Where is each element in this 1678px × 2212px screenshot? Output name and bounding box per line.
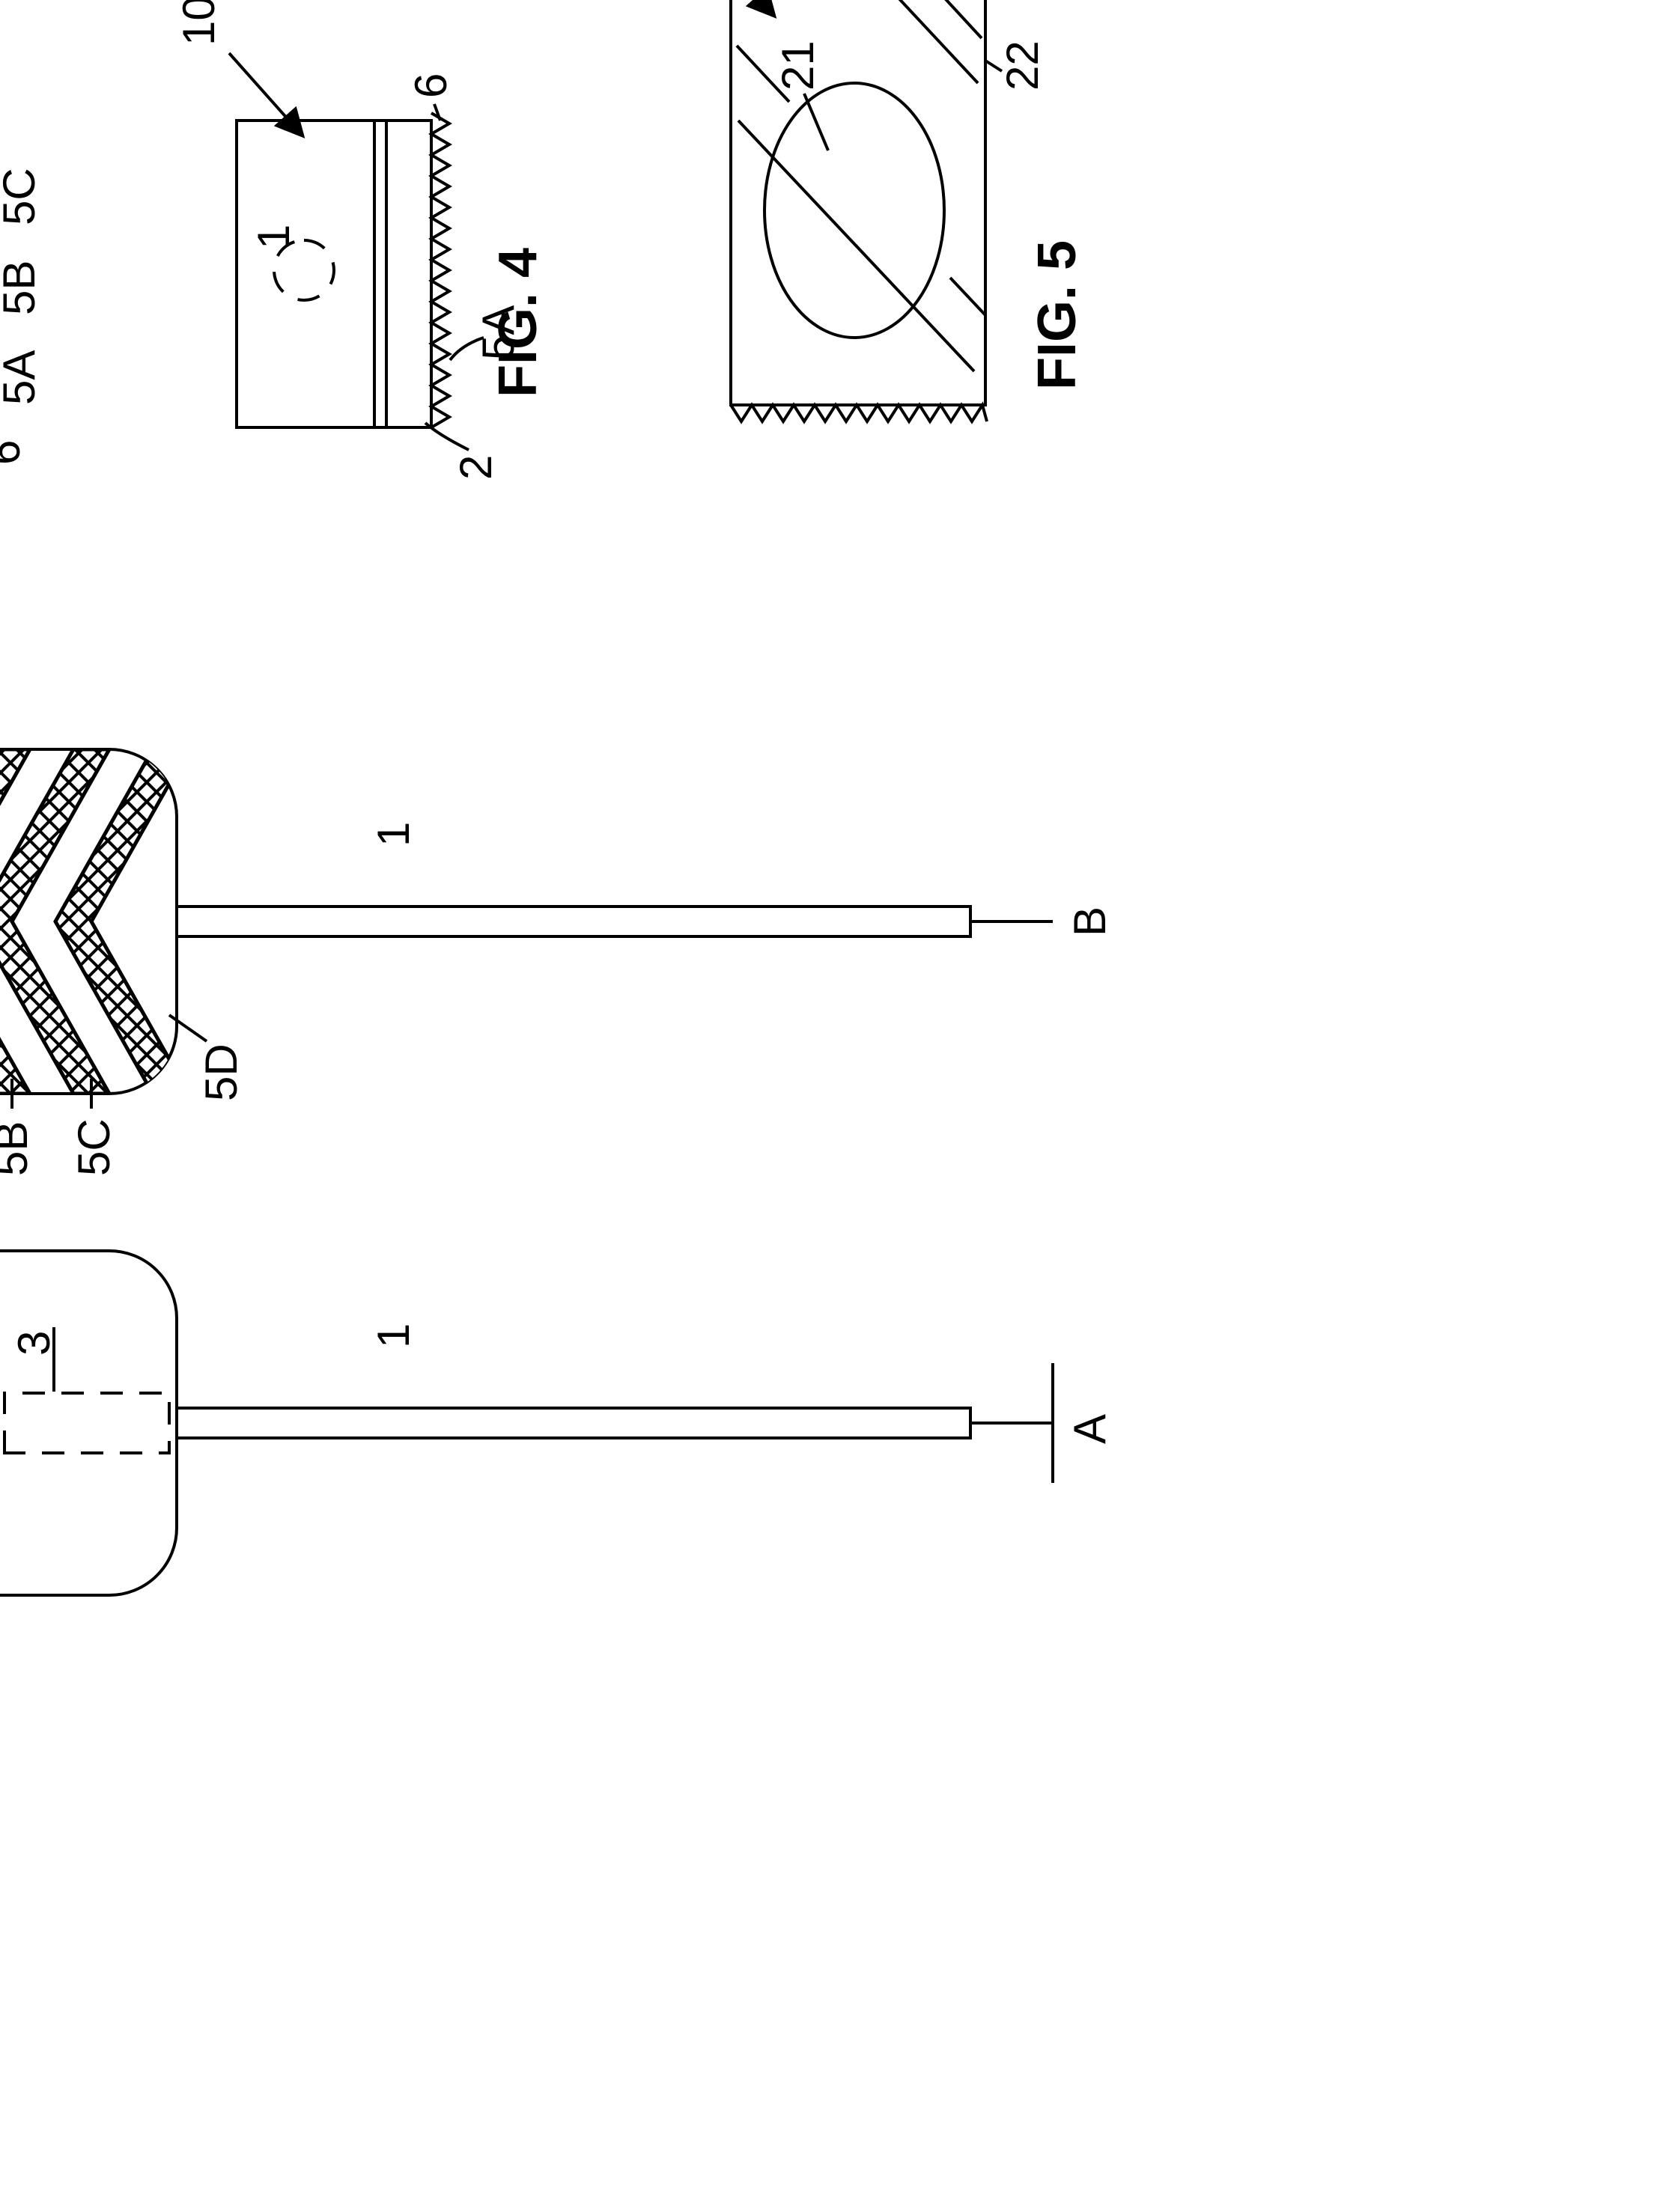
fig3-ref5A: 5A (0, 350, 44, 405)
fig2-handle (177, 907, 970, 936)
fig2-ref1: 1 (368, 822, 419, 847)
fig1: FIG. 1 A 10 2 3 (0, 1204, 1115, 1595)
fig5-title: FIG. 5 (1027, 240, 1087, 390)
fig3: FIG. 3 10 1 (0, 0, 44, 532)
fig2: FIG. 2 B 10 (0, 699, 1115, 1176)
fig1-head (0, 1251, 177, 1595)
fig4: FIG. 4 10 1 2 5A 6 (174, 0, 548, 480)
fig2-ridges (0, 749, 189, 1094)
fig5-ref21: 21 (773, 40, 823, 91)
fig4-ref10: 10 (174, 0, 224, 46)
fig5-window (764, 83, 944, 338)
fig1-handle (177, 1408, 970, 1438)
fig4-ref5A: 5A (473, 305, 523, 360)
fig3-ref5B: 5B (0, 260, 44, 315)
fig5-ref22: 22 (997, 40, 1048, 91)
fig3-ref5C: 5C (0, 168, 44, 225)
fig4-ref6: 6 (406, 73, 456, 98)
fig5-left-seal (731, 405, 987, 421)
fig2-ref5C: 5C (69, 1118, 119, 1176)
fig1-ref1: 1 (368, 1323, 419, 1348)
fig2-B-bot: B (1065, 907, 1115, 936)
fig2-ref5D: 5D (196, 1043, 246, 1101)
fig3-ref6: 6 (0, 440, 29, 465)
fig4-ref2: 2 (451, 455, 501, 480)
fig4-ref1: 1 (249, 225, 299, 249)
fig5: FIG. 5 20 (645, 0, 1087, 421)
page-rotated: FIG. 1 A 10 2 3 (0, 0, 1115, 1595)
fig1-ref3: 3 (9, 1331, 59, 1356)
fig2-ref5B: 5B (0, 1121, 37, 1176)
fig1-A-bot: A (1065, 1414, 1115, 1444)
fig1-socket (4, 1393, 169, 1453)
fig4-zigzag (431, 113, 449, 427)
